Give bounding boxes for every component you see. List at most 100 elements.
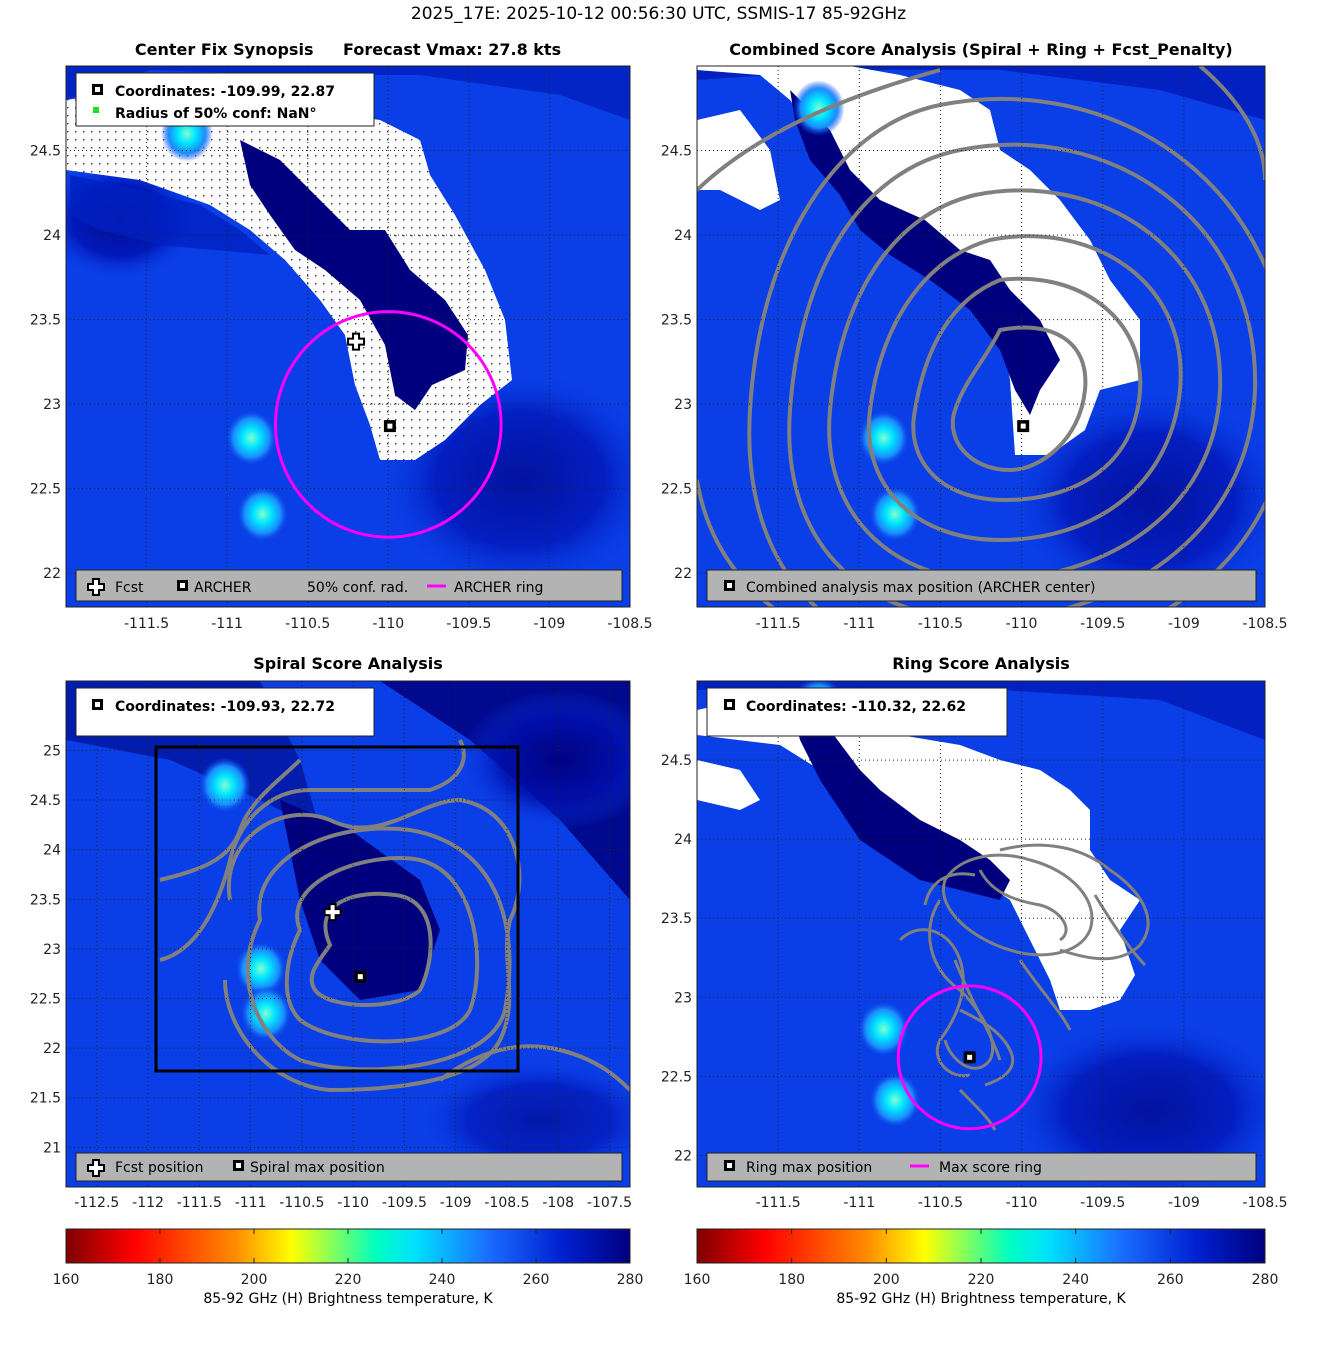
ring-y-tick-label: 23 (674, 990, 692, 1006)
combined-dark-core (790, 90, 1060, 415)
synopsis-warm-spot (236, 486, 289, 543)
spiral-info-box: Coordinates: -109.93, 22.72 (75, 687, 375, 737)
spiral-title: Spiral Score Analysis (253, 654, 443, 673)
colorbar-tick-label: 260 (523, 1272, 550, 1288)
ring-y-tick-label: 24 (674, 832, 692, 848)
combined-x-tick-label: -109 (1168, 616, 1200, 632)
synopsis-y-tick-label: 22 (43, 566, 61, 582)
ring-x-tick-label: -110.5 (918, 1195, 963, 1211)
combined-y-tick-label: 24.5 (661, 144, 692, 160)
synopsis-fcst-marker (347, 332, 366, 351)
synopsis-x-tick-label: -111 (211, 616, 243, 632)
ring-x-tick-label: -108.5 (1242, 1195, 1287, 1211)
archer-ring (273, 310, 503, 539)
colorbar-right: 160 180 200 220 240 260 280 (684, 1228, 1279, 1288)
colorbar-tick-label: 160 (684, 1272, 711, 1288)
spiral-panel: -112.5 -112 -111.5 -111 -110.5 -110 -109.5 -109… (30, 680, 632, 1211)
colorbar-tick-label: 280 (1252, 1272, 1279, 1288)
ring-warm-spot (868, 1072, 921, 1129)
ring-y-tick-label: 22 (674, 1148, 692, 1164)
colorbar-tick-label: 220 (968, 1272, 995, 1288)
ring-panel: -111.5 -111 -110.5 -110 -109.5 -109 -108.5 22 22… (661, 680, 1288, 1211)
synopsis-x-tick-label: -110 (372, 616, 404, 632)
synopsis-x-tick-label: -109.5 (446, 616, 491, 632)
synopsis-radius-text: Radius of 50% conf: NaN° (115, 106, 317, 122)
synopsis-x-tick-label: -111.5 (124, 616, 169, 632)
synopsis-coords-text: Coordinates: -109.99, 22.87 (115, 84, 335, 100)
spiral-search-box (154, 745, 520, 1073)
legend-archer-ring: ARCHER ring (454, 580, 543, 596)
colorbar-tick-label: 200 (241, 1272, 268, 1288)
synopsis-y-tick-label: 24.5 (30, 144, 61, 160)
colorbar-tick-label: 240 (429, 1272, 456, 1288)
legend-spiral-max: Spiral max position (250, 1160, 385, 1176)
ring-dark-core (790, 700, 1010, 900)
colorbar-tick-label: 200 (873, 1272, 900, 1288)
colorbar-tick-label: 160 (53, 1272, 80, 1288)
combined-y-tick-label: 22.5 (661, 482, 692, 498)
synopsis-dark-core (240, 140, 468, 410)
synopsis-y-tick-label: 23.5 (30, 313, 61, 329)
legend-archer: ARCHER (194, 580, 252, 596)
combined-warm-spot (857, 409, 910, 466)
max-score-ring (896, 984, 1043, 1131)
synopsis-info-box: Coordinates: -109.99, 22.87 Radius of 50… (75, 72, 375, 127)
synopsis-x-tick-label: -110.5 (285, 616, 330, 632)
legend-fcst: Fcst (115, 580, 144, 596)
combined-warm-spot (868, 486, 921, 543)
colorbar-right-label: 85-92 GHz (H) Brightness temperature, K (836, 1291, 1126, 1307)
spiral-fcst-marker (323, 903, 342, 922)
synopsis-x-tick-label: -109 (534, 616, 566, 632)
spiral-y-tick-label: 21 (43, 1140, 61, 1156)
ring-title: Ring Score Analysis (892, 654, 1070, 673)
spiral-y-tick-label: 23 (43, 942, 61, 958)
spiral-x-tick-label: -108 (542, 1195, 574, 1211)
ring-x-tick-label: -111 (843, 1195, 875, 1211)
figure-title: 2025_17E: 2025-10-12 00:56:30 UTC, SSMIS… (410, 4, 907, 24)
spiral-x-tick-label: -111.5 (177, 1195, 222, 1211)
colorbar-tick-label: 240 (1062, 1272, 1089, 1288)
synopsis-y-tick-label: 22.5 (30, 482, 61, 498)
confidence-dot-icon (93, 107, 99, 113)
fcst-cross-icon (87, 578, 105, 596)
legend-combined-max: Combined analysis max position (ARCHER c… (746, 580, 1095, 596)
spiral-x-tick-label: -109 (440, 1195, 472, 1211)
ring-warm-spot (857, 1000, 910, 1057)
spiral-y-tick-label: 22 (43, 1041, 61, 1057)
synopsis-y-tick-label: 23 (43, 397, 61, 413)
colorbar-tick-label: 220 (335, 1272, 362, 1288)
synopsis-title-right: Forecast Vmax: 27.8 kts (343, 40, 562, 59)
combined-panel: -111.5 -111 -110.5 -110 -109.5 -109 -108.5 22 22… (661, 65, 1288, 632)
ring-cold-band (697, 700, 1140, 1010)
legend-conf-rad: 50% conf. rad. (307, 580, 408, 596)
combined-legend: Combined analysis max position (ARCHER c… (706, 569, 1257, 602)
ring-info-box: Coordinates: -110.32, 22.62 (706, 687, 1008, 737)
synopsis-y-tick-label: 24 (43, 228, 61, 244)
combined-y-tick-label: 23.5 (661, 313, 692, 329)
spiral-x-tick-label: -112 (132, 1195, 164, 1211)
legend-fcst-position: Fcst position (115, 1160, 203, 1176)
colorbar-left: 160 180 200 220 240 260 280 (53, 1228, 643, 1288)
ring-coords-text: Coordinates: -110.32, 22.62 (746, 699, 966, 715)
spiral-warm-spot (198, 757, 251, 814)
combined-max-marker-inner (1020, 423, 1026, 429)
synopsis-title-left: Center Fix Synopsis (134, 40, 314, 59)
ring-contours (898, 843, 1150, 1131)
combined-title: Combined Score Analysis (Spiral + Ring +… (729, 40, 1233, 59)
spiral-dark-core (280, 800, 440, 1000)
spiral-x-tick-label: -111 (235, 1195, 267, 1211)
ring-y-tick-label: 23.5 (661, 911, 692, 927)
spiral-warm-spot (239, 985, 292, 1042)
spiral-x-tick-label: -112.5 (74, 1195, 119, 1211)
legend-max-score-ring: Max score ring (939, 1160, 1042, 1176)
archer-center-marker-inner (387, 423, 393, 429)
spiral-x-tick-label: -110.5 (279, 1195, 324, 1211)
spiral-coords-text: Coordinates: -109.93, 22.72 (115, 699, 335, 715)
combined-x-tick-label: -108.5 (1242, 616, 1287, 632)
ring-y-tick-label: 24.5 (661, 753, 692, 769)
ring-legend: Ring max position Max score ring (706, 1152, 1257, 1182)
colorbar-tick-label: 180 (147, 1272, 174, 1288)
fcst-position-cross-icon (87, 1159, 105, 1177)
spiral-y-tick-label: 22.5 (30, 991, 61, 1007)
synopsis-panel: -111.5 -111 -110.5 -110 -109.5 -109 -108.5 22 22… (30, 65, 653, 632)
